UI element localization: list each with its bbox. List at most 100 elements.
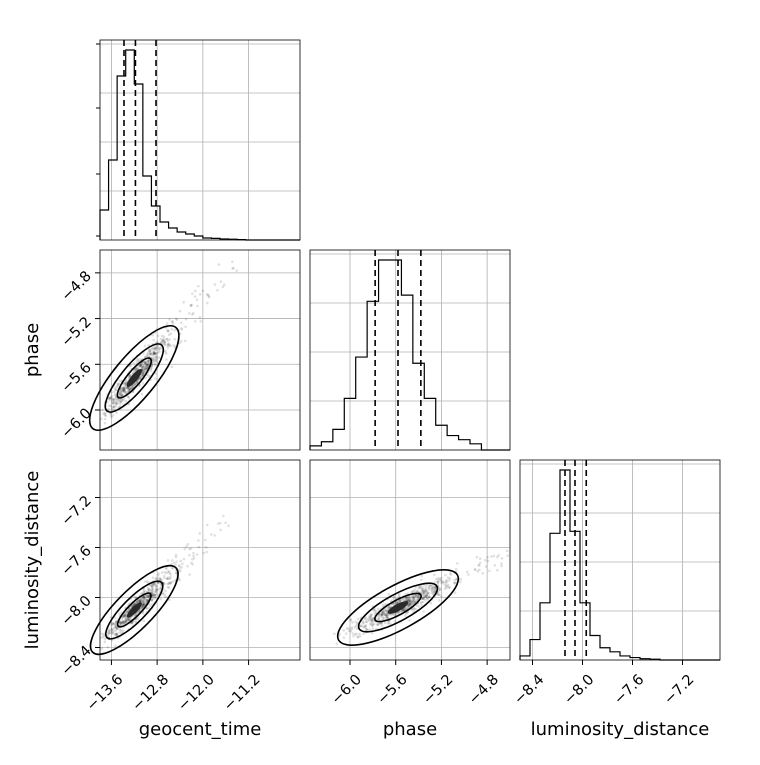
sample-point bbox=[146, 588, 150, 591]
sample-point bbox=[422, 591, 426, 594]
sample-point bbox=[452, 581, 456, 585]
sample-point bbox=[404, 597, 408, 600]
sample-point bbox=[416, 596, 420, 599]
sample-point bbox=[427, 587, 431, 590]
sample-point bbox=[352, 634, 355, 638]
sample-point bbox=[153, 351, 157, 355]
sample-point bbox=[149, 604, 152, 607]
sample-point bbox=[169, 575, 172, 579]
sample-point bbox=[108, 632, 111, 635]
sample-point bbox=[196, 284, 200, 288]
sample-point bbox=[171, 559, 174, 562]
sample-point bbox=[142, 595, 146, 599]
sample-point bbox=[420, 603, 423, 607]
sample-point bbox=[411, 602, 415, 605]
sample-point bbox=[448, 586, 451, 589]
sample-point bbox=[138, 599, 142, 603]
sample-point bbox=[152, 352, 156, 355]
sample-point bbox=[408, 601, 411, 604]
sample-point bbox=[500, 557, 504, 560]
sample-point bbox=[119, 621, 123, 625]
sample-point bbox=[369, 617, 372, 620]
sample-point bbox=[387, 605, 390, 609]
sample-point bbox=[421, 597, 424, 600]
sample-point bbox=[100, 632, 104, 636]
sample-point bbox=[100, 417, 103, 421]
sample-point bbox=[112, 622, 115, 626]
sample-point bbox=[122, 398, 125, 402]
sample-point bbox=[384, 617, 388, 620]
sample-point bbox=[427, 595, 431, 598]
sample-point bbox=[146, 595, 149, 598]
sample-point bbox=[161, 338, 165, 342]
sample-point bbox=[431, 592, 435, 595]
sample-point bbox=[441, 580, 444, 584]
sample-point bbox=[397, 600, 401, 603]
sample-point bbox=[113, 405, 116, 409]
sample-point bbox=[151, 587, 154, 591]
sample-point bbox=[147, 587, 151, 591]
sample-point bbox=[407, 596, 410, 600]
sample-point bbox=[163, 341, 167, 345]
sample-point bbox=[414, 607, 417, 611]
sample-point bbox=[154, 354, 158, 358]
sample-point bbox=[142, 597, 146, 601]
sample-point bbox=[151, 589, 155, 592]
sample-point bbox=[153, 364, 157, 367]
sample-point bbox=[147, 594, 151, 597]
sample-point bbox=[163, 340, 167, 344]
scatter-grid bbox=[310, 460, 510, 660]
sample-point bbox=[114, 388, 118, 392]
sample-point bbox=[151, 595, 154, 599]
sample-point bbox=[477, 563, 480, 567]
sample-point bbox=[143, 603, 146, 607]
sample-point bbox=[153, 349, 156, 352]
sample-point bbox=[427, 585, 431, 589]
sample-point bbox=[438, 587, 442, 590]
sample-point bbox=[118, 631, 121, 635]
sample-point bbox=[161, 592, 165, 596]
sample-point bbox=[153, 362, 157, 366]
y-tick-label-phase: −5.2 bbox=[59, 314, 95, 350]
sample-point bbox=[411, 594, 414, 598]
histogram-luminosity_distance bbox=[519, 469, 720, 661]
sample-point bbox=[174, 563, 177, 566]
density-contour-2 bbox=[374, 592, 422, 623]
sample-point bbox=[369, 614, 372, 617]
sample-point bbox=[420, 597, 424, 600]
density-contour-1 bbox=[105, 580, 164, 640]
sample-point bbox=[145, 365, 148, 368]
sample-point bbox=[425, 594, 428, 597]
sample-point bbox=[420, 589, 424, 593]
sample-point bbox=[379, 622, 382, 625]
sample-point bbox=[114, 624, 118, 627]
sample-point bbox=[455, 562, 459, 565]
sample-point bbox=[167, 342, 170, 346]
sample-point bbox=[362, 632, 365, 636]
sample-point bbox=[347, 627, 350, 630]
sample-point bbox=[481, 572, 484, 575]
sample-point bbox=[135, 600, 139, 604]
sample-point bbox=[111, 630, 115, 634]
sample-point bbox=[168, 570, 171, 573]
sample-point bbox=[120, 617, 124, 620]
sample-point bbox=[183, 547, 187, 551]
sample-point bbox=[169, 332, 173, 335]
sample-point bbox=[445, 586, 448, 590]
sample-point bbox=[171, 322, 175, 325]
sample-points bbox=[100, 260, 239, 431]
sample-point bbox=[166, 339, 170, 343]
sample-point bbox=[401, 608, 405, 612]
sample-point bbox=[134, 368, 138, 372]
sample-point bbox=[170, 327, 174, 331]
sample-point bbox=[406, 597, 410, 600]
sample-point bbox=[415, 598, 418, 601]
sample-point bbox=[432, 585, 436, 589]
sample-point bbox=[127, 395, 130, 399]
sample-point bbox=[122, 386, 125, 389]
sample-point bbox=[152, 338, 155, 342]
sample-point bbox=[137, 364, 141, 368]
sample-point bbox=[139, 363, 143, 366]
sample-point bbox=[146, 364, 150, 368]
sample-point bbox=[369, 616, 372, 619]
